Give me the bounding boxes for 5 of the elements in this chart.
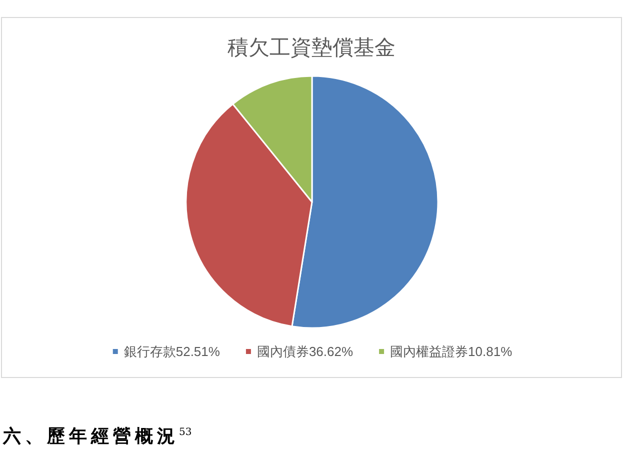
text: 六、歷年經營概況$^{53}$ [3,425,192,448]
legend-label: 國內權益證券10.81% [390,344,513,359]
legend-label: 銀行存款52.51% [124,344,220,359]
legend-label: 國內債券36.62% [256,344,354,359]
chart-title: 積欠工資墊償基金 [228,36,396,60]
